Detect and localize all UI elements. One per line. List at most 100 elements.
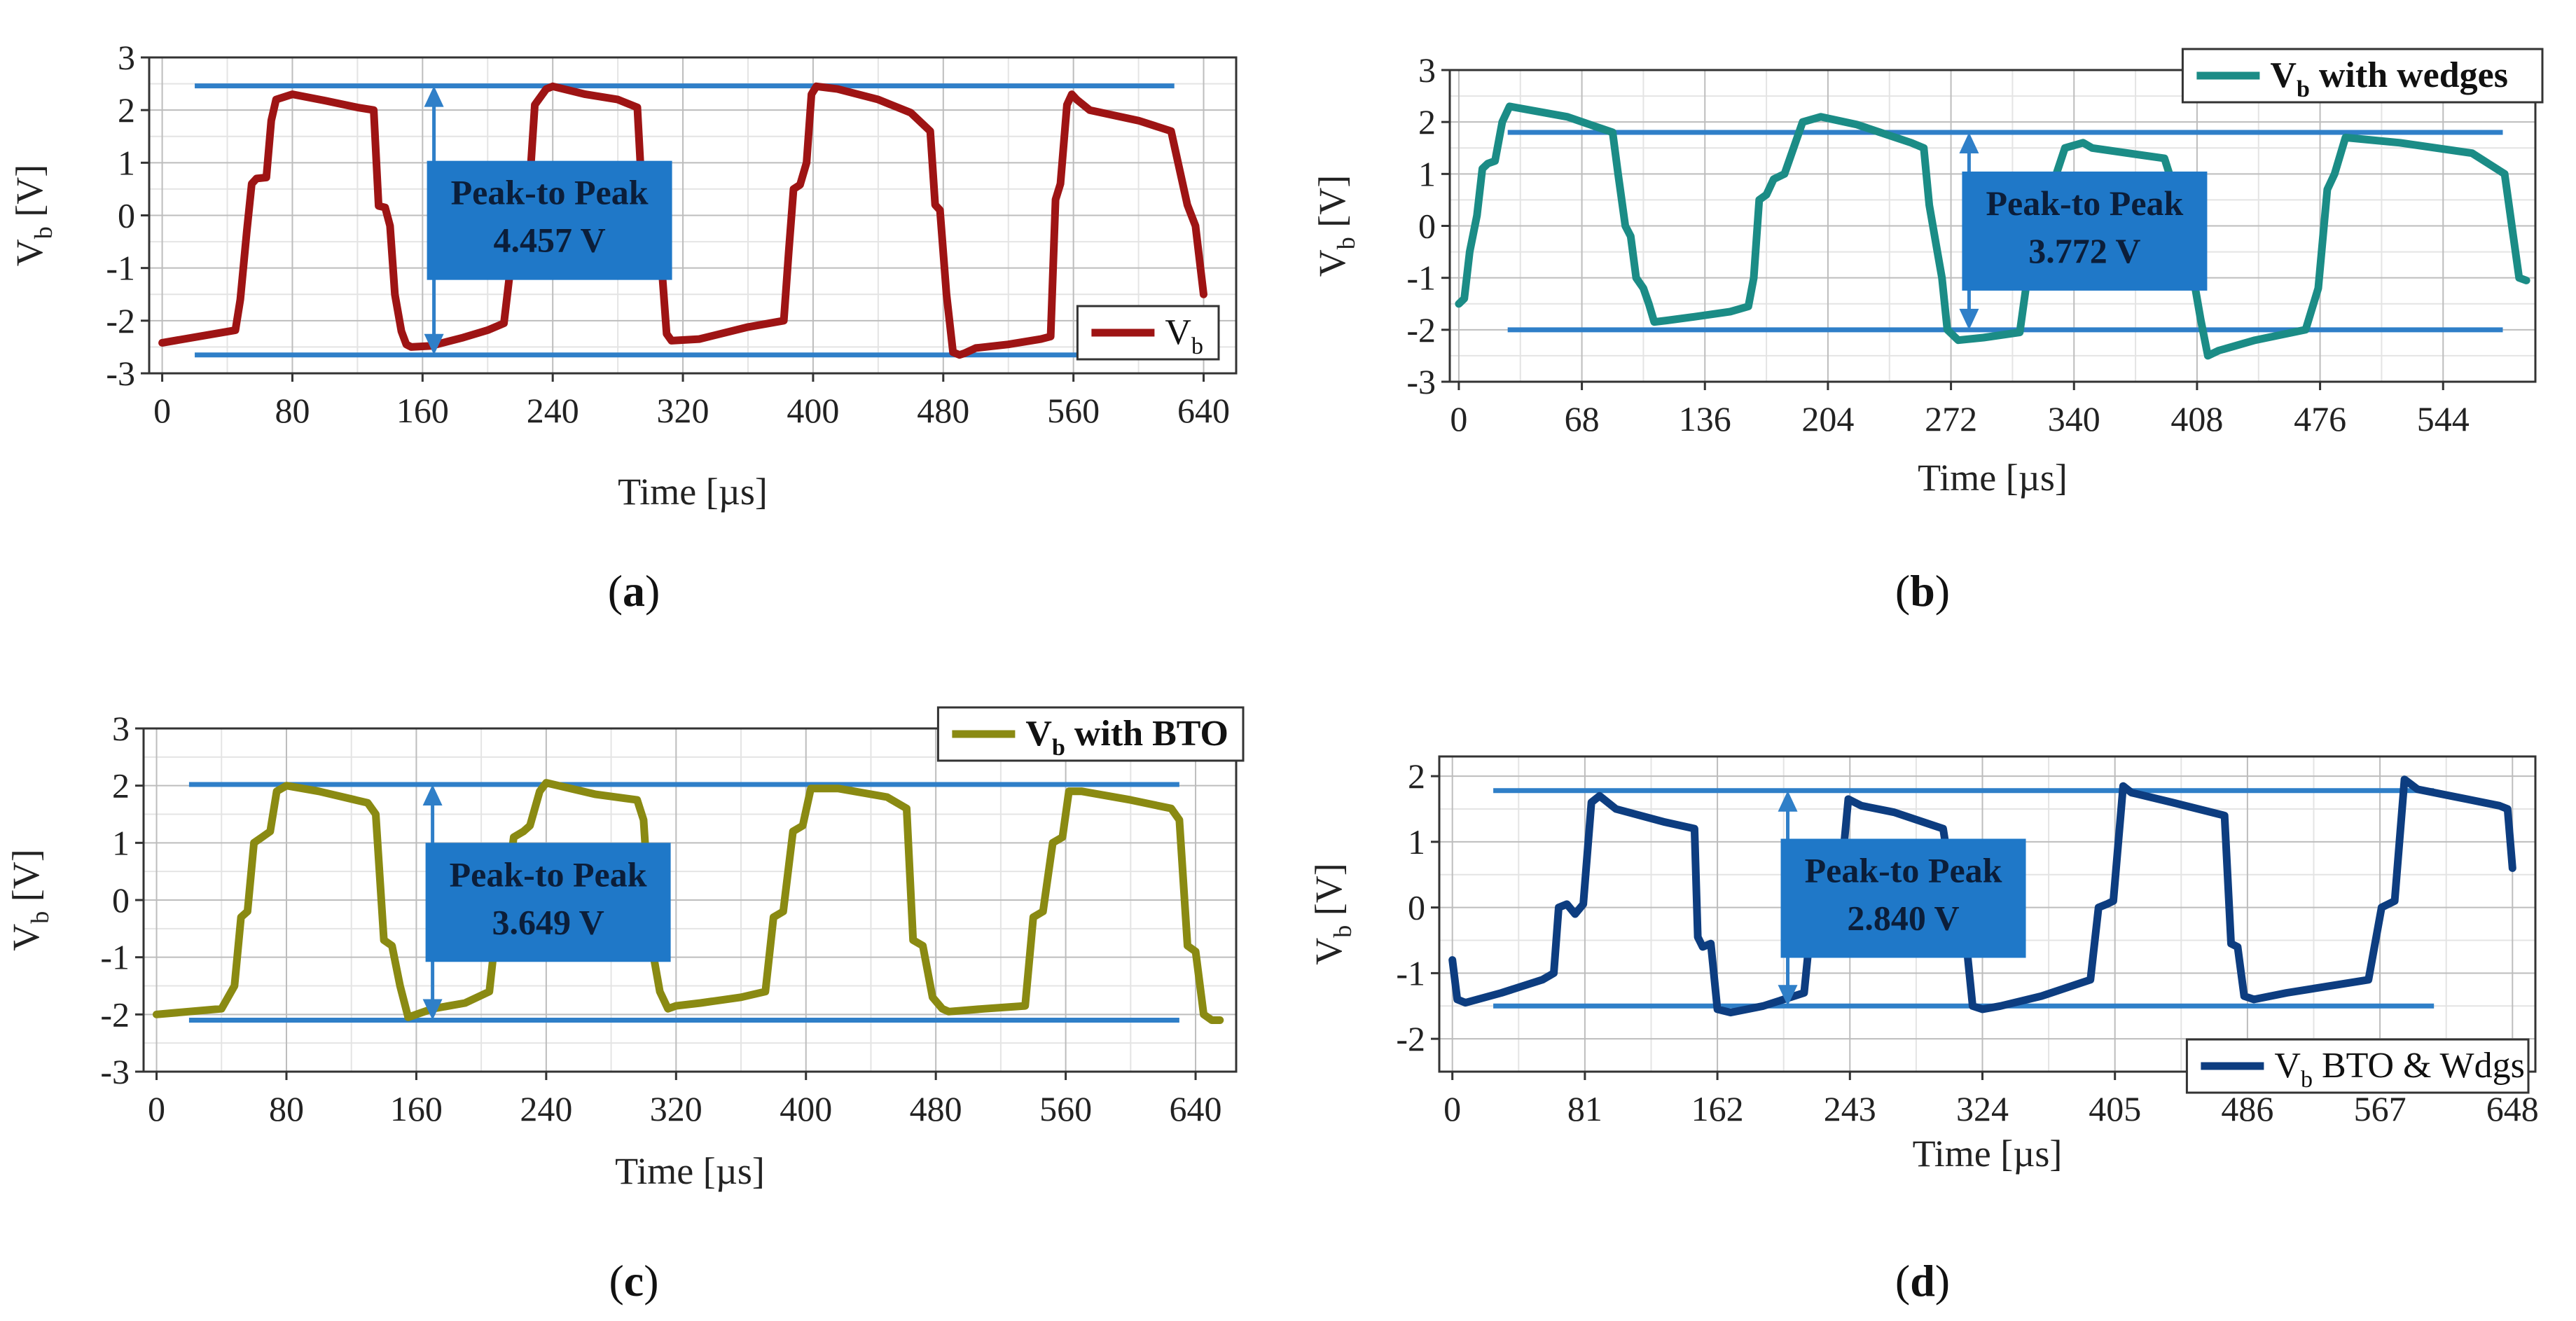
peak-to-peak-label: Peak-to Peak bbox=[451, 173, 649, 212]
x-tick-label: 136 bbox=[1679, 399, 1731, 438]
x-tick-label: 648 bbox=[2486, 1089, 2539, 1128]
x-tick-label: 240 bbox=[520, 1089, 572, 1128]
legend-rest-text: with BTO bbox=[1065, 714, 1228, 754]
arrow-head-down bbox=[422, 999, 443, 1021]
x-tick-label: 408 bbox=[2170, 399, 2223, 438]
chart-panel-c: 0 80 160 240 320 400 480 560 640 -3 -2 -1 0 1 2 3 Peak-t… bbox=[5, 706, 1245, 1306]
peak-to-peak-label: Peak-to Peak bbox=[1805, 851, 2002, 890]
x-tick-label: 160 bbox=[390, 1089, 443, 1128]
y-axis-title-unit: [V] bbox=[1311, 175, 1353, 237]
y-axis-title-main: V bbox=[1308, 938, 1350, 965]
peak-to-peak-label: Peak-to Peak bbox=[1986, 184, 2183, 223]
series-line-c bbox=[153, 779, 1224, 1024]
caption-open-paren: ( bbox=[609, 1256, 623, 1306]
y-tick-label: 1 bbox=[112, 823, 130, 862]
y-tick-label: 0 bbox=[1418, 207, 1436, 246]
axes-frame bbox=[1438, 755, 2537, 1073]
x-tick-label: 640 bbox=[1170, 1089, 1222, 1128]
legend-main-text: V bbox=[1165, 312, 1191, 352]
x-tick-label: 243 bbox=[1824, 1089, 1876, 1128]
legend-subscript: b bbox=[2297, 76, 2310, 102]
y-axis-title: Vb [V] bbox=[1311, 175, 1360, 277]
x-tick-label: 0 bbox=[153, 391, 171, 430]
legend-label: Vb with BTO bbox=[1025, 714, 1228, 761]
y-axis-title-subscript: b bbox=[1332, 237, 1360, 249]
caption-close-paren: ) bbox=[1935, 566, 1950, 616]
y-tick-label: 0 bbox=[112, 880, 130, 920]
arrow-head-down bbox=[1959, 308, 1979, 330]
y-tick-label: -3 bbox=[1406, 362, 1436, 401]
x-tick-label: 400 bbox=[787, 391, 839, 430]
arrow-head-up bbox=[1959, 132, 1979, 153]
x-tick-label: 272 bbox=[1925, 399, 1977, 438]
x-tick-label: 320 bbox=[650, 1089, 702, 1128]
legend-label: Vb with wedges bbox=[2270, 55, 2508, 102]
caption-letter: a bbox=[623, 566, 645, 616]
y-tick-label: -2 bbox=[100, 995, 130, 1034]
peak-to-peak-value: 4.457 V bbox=[493, 221, 605, 260]
y-tick-label: -3 bbox=[106, 354, 135, 393]
y-tick-label: 2 bbox=[1408, 756, 1425, 796]
legend-rest-text: with wedges bbox=[2310, 55, 2508, 95]
x-tick-label: 486 bbox=[2221, 1089, 2273, 1128]
arrow-head-down bbox=[424, 333, 444, 355]
y-tick-label: 2 bbox=[112, 766, 130, 805]
y-tick-label: 1 bbox=[118, 143, 135, 182]
x-tick-label: 480 bbox=[910, 1089, 962, 1128]
peak-to-peak-box bbox=[1780, 838, 2026, 958]
x-tick-label: 560 bbox=[1047, 391, 1100, 430]
caption-open-paren: ( bbox=[608, 566, 623, 616]
arrow-head-up bbox=[422, 784, 443, 806]
y-axis-title-main: V bbox=[8, 239, 50, 266]
legend-main-text: V bbox=[2274, 1046, 2301, 1086]
y-tick-label: 0 bbox=[118, 196, 135, 235]
panel-caption: (c) bbox=[609, 1256, 658, 1306]
y-axis-title-unit: [V] bbox=[5, 849, 47, 911]
x-tick-label: 162 bbox=[1691, 1089, 1744, 1128]
arrow-head-down bbox=[1778, 985, 1798, 1007]
peak-to-peak-box bbox=[1962, 171, 2208, 291]
legend-label: Vb bbox=[1165, 312, 1203, 359]
y-axis-title-unit: [V] bbox=[1308, 863, 1350, 925]
legend-main-text: V bbox=[1025, 714, 1052, 754]
x-tick-label: 80 bbox=[269, 1089, 304, 1128]
y-tick-label: -2 bbox=[106, 301, 135, 340]
y-axis-title-subscript: b bbox=[1329, 925, 1357, 938]
chart-panel-d: 0 81 162 243 324 405 486 567 648 -2 -1 0 1 2 Peak-to P… bbox=[1308, 755, 2539, 1306]
legend-rest-text: BTO & Wdgs bbox=[2313, 1046, 2525, 1086]
y-tick-label: 1 bbox=[1418, 154, 1436, 193]
caption-letter: b bbox=[1910, 566, 1935, 616]
legend-subscript: b bbox=[2301, 1067, 2313, 1093]
y-tick-label: 2 bbox=[1418, 102, 1436, 141]
y-axis-title-main: V bbox=[5, 924, 47, 951]
x-tick-label: 0 bbox=[148, 1089, 165, 1128]
x-tick-label: 560 bbox=[1039, 1089, 1092, 1128]
peak-to-peak-value: 2.840 V bbox=[1847, 899, 1959, 938]
y-axis-title: Vb [V] bbox=[8, 165, 57, 266]
x-tick-label: 400 bbox=[780, 1089, 832, 1128]
y-axis-title-subscript: b bbox=[29, 226, 57, 239]
axes-frame bbox=[142, 727, 1238, 1073]
arrow-head-up bbox=[424, 85, 444, 107]
caption-open-paren: ( bbox=[1895, 1256, 1910, 1306]
y-tick-label: 3 bbox=[118, 38, 135, 77]
x-tick-label: 320 bbox=[657, 391, 709, 430]
panel-caption: (d) bbox=[1895, 1256, 1950, 1306]
x-tick-label: 81 bbox=[1567, 1089, 1602, 1128]
y-axis-title-unit: [V] bbox=[8, 165, 50, 226]
x-tick-label: 80 bbox=[275, 391, 310, 430]
caption-close-paren: ) bbox=[644, 1256, 658, 1306]
x-tick-label: 0 bbox=[1450, 399, 1467, 438]
y-tick-label: -1 bbox=[1396, 953, 1425, 993]
y-tick-label: -1 bbox=[100, 938, 130, 977]
x-tick-label: 0 bbox=[1443, 1089, 1461, 1128]
caption-close-paren: ) bbox=[1935, 1256, 1950, 1306]
peak-to-peak-value: 3.772 V bbox=[2028, 231, 2140, 270]
x-tick-label: 68 bbox=[1565, 399, 1600, 438]
x-axis-title: Time [µs] bbox=[1913, 1133, 2063, 1175]
legend-subscript: b bbox=[1052, 735, 1065, 761]
caption-close-paren: ) bbox=[645, 566, 660, 616]
y-tick-label: -1 bbox=[1406, 258, 1436, 298]
legend-label: Vb BTO & Wdgs bbox=[2274, 1046, 2524, 1093]
y-axis-title: Vb [V] bbox=[1308, 863, 1357, 964]
